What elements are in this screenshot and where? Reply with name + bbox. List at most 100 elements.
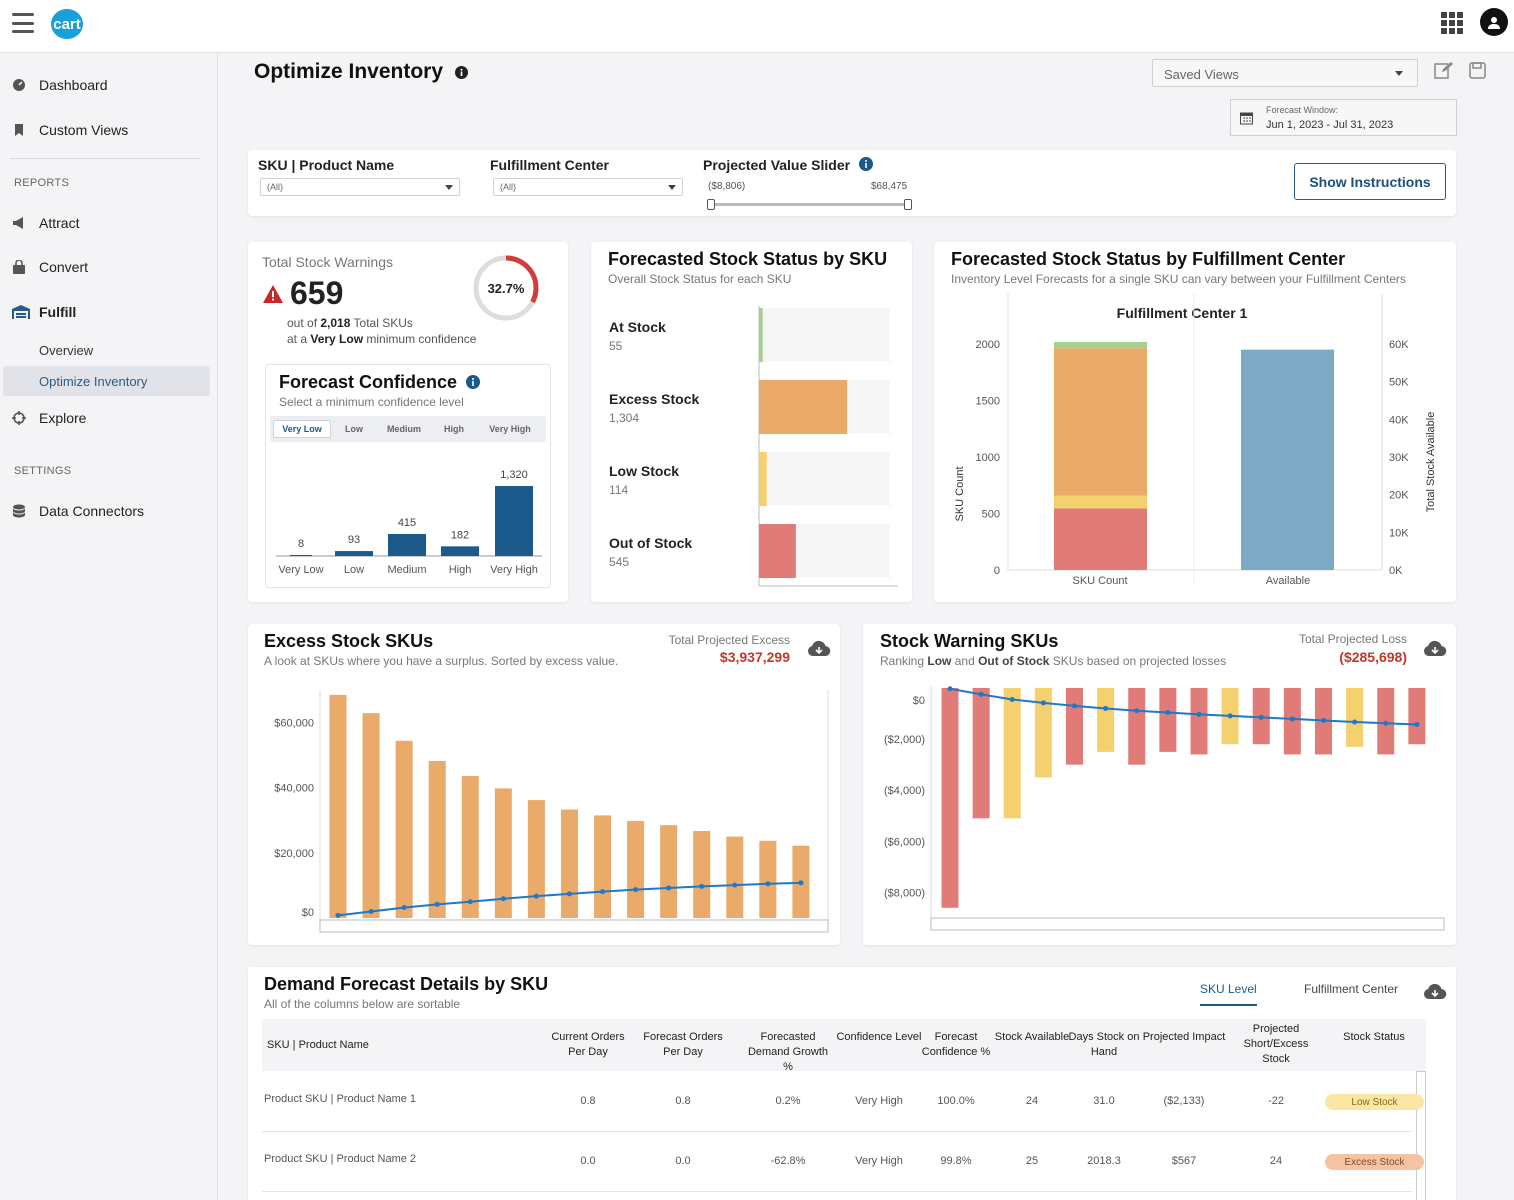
table-scrollbar[interactable] <box>1416 1071 1426 1200</box>
col-stock-status-header[interactable]: Stock Status <box>1343 1031 1405 1043</box>
line-point-10 <box>1258 714 1264 720</box>
bar-1 <box>759 380 848 434</box>
bar-0 <box>290 555 312 556</box>
col-short-excess-header[interactable]: Projected Short/Excess Stock <box>1243 1023 1309 1065</box>
crosshair-icon <box>12 411 26 425</box>
logo-text: cart <box>53 15 81 33</box>
tab-fulfillment-center[interactable]: Fulfillment Center <box>1304 982 1399 996</box>
bar-background <box>759 308 890 362</box>
save-icon[interactable] <box>1469 62 1486 79</box>
col-confidence-level-header[interactable]: Confidence Level <box>836 1031 922 1043</box>
left-axis-title: SKU Count <box>954 466 966 521</box>
filters-card: SKU | Product Name (All) Fulfillment Cen… <box>248 150 1456 216</box>
left-tick-label: 1500 <box>976 396 1000 408</box>
saved-views-select[interactable]: Saved Views <box>1152 59 1418 87</box>
fc-filter-label: Fulfillment Center <box>490 157 610 173</box>
col-stock-available-cell: 24 <box>1025 1095 1039 1107</box>
confidence-option-low[interactable]: Low <box>345 424 363 434</box>
sidebar-item-label: Fulfill <box>39 304 77 320</box>
excess-bar-7 <box>560 809 578 918</box>
status-label: Out of Stock <box>609 535 692 551</box>
bar-3 <box>441 546 479 556</box>
divider <box>10 158 201 159</box>
col-forecast-confidence-header[interactable]: Forecast Confidence % <box>921 1031 991 1058</box>
sidebar-subitem-overview[interactable]: Overview <box>39 343 94 358</box>
sidebar-item-custom-views[interactable]: Custom Views <box>12 122 128 138</box>
dashboard-icon <box>13 79 25 91</box>
line-point-15 <box>1414 722 1420 728</box>
stock-warning-subtitle: Ranking Low and Out of Stock SKUs based … <box>880 654 1226 668</box>
col-forecast-confidence-cell: 100.0% <box>937 1095 975 1107</box>
sidebar-item-label: Data Connectors <box>39 503 145 519</box>
sidebar-item-attract[interactable]: Attract <box>12 215 79 231</box>
fc-filter-select[interactable]: (All) <box>493 178 683 196</box>
bar-value-label: 182 <box>451 529 469 541</box>
edit-icon[interactable] <box>1434 61 1453 80</box>
confidence-option-high[interactable]: High <box>444 424 464 434</box>
col-forecast-orders-header[interactable]: Forecast Orders Per Day <box>643 1031 723 1058</box>
cloud-download-icon[interactable] <box>1423 983 1447 1001</box>
slider-min-handle[interactable] <box>707 199 715 210</box>
chevron-down-icon <box>445 185 453 190</box>
col-stock-available-header[interactable]: Stock Available <box>994 1031 1070 1043</box>
sidebar-item-convert[interactable]: Convert <box>12 259 88 275</box>
menu-icon[interactable] <box>12 13 34 33</box>
confidence-option-very-low[interactable]: Very Low <box>273 420 331 438</box>
right-tick-label: 50K <box>1389 377 1409 389</box>
tab-sku-level[interactable]: SKU Level <box>1200 982 1257 1006</box>
col-sku-header[interactable]: SKU | Product Name <box>267 1039 369 1051</box>
right-tick-label: 30K <box>1389 452 1409 464</box>
confidence-option-very-high[interactable]: Very High <box>489 424 531 434</box>
cloud-download-icon[interactable] <box>807 640 831 658</box>
status-label: Low Stock <box>609 463 679 479</box>
user-avatar-icon[interactable] <box>1480 8 1508 36</box>
line-point-14 <box>798 880 804 886</box>
sidebar-subitem-optimize-inventory[interactable]: Optimize Inventory <box>39 374 148 389</box>
col-forecast-orders-cell: 0.0 <box>675 1155 691 1167</box>
col-demand-growth-cell: 0.2% <box>775 1095 801 1107</box>
show-instructions-button[interactable]: Show Instructions <box>1294 163 1446 200</box>
min-confidence-text: minimum confidence <box>366 332 477 346</box>
sidebar-item-explore[interactable]: Explore <box>12 410 86 426</box>
total-excess-value: $3,937,299 <box>719 649 790 665</box>
sidebar-item-data-connectors[interactable]: Data Connectors <box>12 503 144 519</box>
apps-grid-icon[interactable] <box>1441 12 1463 34</box>
sku-filter-select[interactable]: (All) <box>260 178 460 196</box>
info-icon[interactable] <box>454 65 468 79</box>
chart-title: Fulfillment Center 1 <box>1117 305 1248 321</box>
cloud-download-icon[interactable] <box>1423 640 1447 658</box>
sidebar-item-dashboard[interactable]: Dashboard <box>12 77 108 93</box>
col-forecast-orders-cell: 0.8 <box>675 1095 691 1107</box>
line-point-0 <box>335 912 341 918</box>
warning-bar-1 <box>972 688 990 819</box>
col-projected-impact-header[interactable]: Projected Impact <box>1142 1031 1226 1043</box>
slider-track[interactable] <box>711 203 908 206</box>
right-tick-label: 40K <box>1389 414 1409 426</box>
sidebar-item-fulfill[interactable]: Fulfill <box>12 304 76 320</box>
excess-bar-4 <box>461 775 479 918</box>
stock-warning-card: Stock Warning SKUs Ranking Low and Out o… <box>863 624 1456 945</box>
slider-max-handle[interactable] <box>904 199 912 210</box>
sidebar-item-label: Dashboard <box>39 77 108 93</box>
category-label: Low <box>344 564 364 576</box>
col-current-orders-header[interactable]: Current Orders Per Day <box>551 1031 625 1058</box>
reports-header: REPORTS <box>14 177 70 189</box>
left-tick-label: 500 <box>982 509 1000 521</box>
category-label: Very Low <box>278 564 323 576</box>
col-current-orders-cell: 0.8 <box>580 1095 596 1107</box>
confidence-option-medium[interactable]: Medium <box>386 424 421 434</box>
info-icon[interactable] <box>858 157 873 171</box>
line-point-0 <box>947 686 953 692</box>
info-icon[interactable] <box>466 375 481 389</box>
col-days-stock-cell: 31.0 <box>1093 1095 1115 1107</box>
col-days-stock-header[interactable]: Days Stock on Hand <box>1068 1031 1140 1058</box>
col-demand-growth-header[interactable]: Forecasted Demand Growth % <box>747 1031 829 1073</box>
excess-stock-subtitle: A look at SKUs where you have a surplus.… <box>264 654 619 668</box>
right-tick-label: 10K <box>1389 527 1409 539</box>
slider-label: Projected Value Slider <box>703 157 873 173</box>
forecast-window-picker[interactable]: Forecast Window: Jun 1, 2023 - Jul 31, 2… <box>1230 99 1457 136</box>
bar-3 <box>759 524 796 578</box>
excess-bar-5 <box>494 788 512 918</box>
app-logo[interactable]: cart <box>51 9 83 39</box>
stock-status-badge: Excess Stock <box>1325 1154 1424 1170</box>
